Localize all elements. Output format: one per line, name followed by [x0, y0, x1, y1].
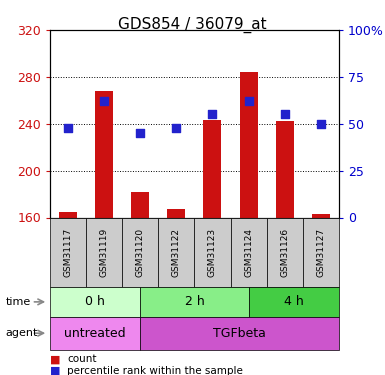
- Bar: [50, 217, 86, 287]
- Point: [281, 111, 288, 117]
- Point: [137, 130, 143, 136]
- Bar: [266, 217, 303, 287]
- Bar: [249, 287, 339, 317]
- Text: agent: agent: [6, 328, 38, 338]
- Bar: [194, 217, 231, 287]
- Text: GSM31126: GSM31126: [280, 228, 289, 277]
- Text: 4 h: 4 h: [284, 296, 303, 308]
- Point: [318, 121, 324, 127]
- Bar: [203, 120, 221, 218]
- Bar: [167, 209, 186, 218]
- Bar: [86, 217, 122, 287]
- Point: [65, 124, 71, 130]
- Text: TGFbeta: TGFbeta: [213, 327, 266, 340]
- Text: GSM31123: GSM31123: [208, 228, 217, 277]
- Text: GSM31124: GSM31124: [244, 228, 253, 277]
- Bar: [59, 211, 77, 217]
- Bar: [95, 91, 113, 218]
- Text: GSM31122: GSM31122: [172, 228, 181, 277]
- Text: GSM31117: GSM31117: [64, 228, 73, 277]
- Bar: [131, 192, 149, 217]
- Text: ■: ■: [50, 354, 60, 364]
- Text: ■: ■: [50, 366, 60, 375]
- Text: untreated: untreated: [64, 327, 126, 340]
- Bar: [303, 217, 339, 287]
- Point: [246, 98, 252, 104]
- Text: time: time: [6, 297, 31, 307]
- Point: [173, 124, 179, 130]
- Bar: [50, 287, 140, 317]
- Bar: [158, 217, 194, 287]
- Bar: [122, 217, 158, 287]
- Text: 0 h: 0 h: [85, 296, 105, 308]
- Point: [101, 98, 107, 104]
- Text: GSM31119: GSM31119: [100, 228, 109, 277]
- Bar: [231, 217, 266, 287]
- Text: GSM31120: GSM31120: [136, 228, 145, 277]
- Text: count: count: [67, 354, 97, 364]
- Text: GDS854 / 36079_at: GDS854 / 36079_at: [118, 17, 267, 33]
- Bar: [50, 317, 140, 350]
- Bar: [140, 287, 249, 317]
- Text: percentile rank within the sample: percentile rank within the sample: [67, 366, 243, 375]
- Bar: [239, 72, 258, 217]
- Bar: [140, 317, 339, 350]
- Bar: [276, 122, 294, 218]
- Bar: [312, 214, 330, 217]
- Point: [209, 111, 216, 117]
- Text: GSM31127: GSM31127: [316, 228, 325, 277]
- Text: 2 h: 2 h: [184, 296, 204, 308]
